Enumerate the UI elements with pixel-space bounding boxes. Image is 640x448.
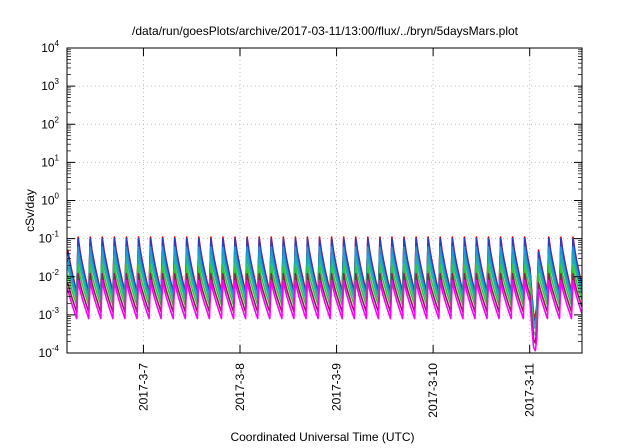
y-tick-label: 101	[41, 153, 59, 169]
series-group	[67, 236, 583, 352]
series-line	[67, 237, 583, 322]
grid	[67, 48, 582, 353]
y-tick-label: 10-3	[39, 306, 60, 322]
y-tick-label: 102	[41, 115, 59, 131]
y-tick-label: 100	[41, 192, 59, 208]
axis-ticks: 104 103 102 101 100 10-1 10-2 10-3 10-4 2017-3-7 2…	[39, 39, 582, 418]
x-axis-label: Coordinated Universal Time (UTC)	[230, 430, 414, 444]
x-tick-label: 2017-3-8	[233, 363, 247, 411]
y-tick-label: 10-4	[39, 344, 60, 360]
plot-frame	[66, 47, 583, 354]
y-tick-label: 103	[41, 77, 59, 93]
x-tick-label: 2017-3-11	[523, 363, 537, 417]
series-line	[67, 255, 583, 330]
x-tick-label: 2017-3-7	[136, 363, 150, 411]
chart-title: /data/run/goesPlots/archive/2017-03-11/1…	[132, 24, 519, 38]
series-line	[67, 272, 583, 344]
y-tick-label: 104	[41, 39, 59, 55]
series-line	[67, 279, 583, 352]
series-line	[67, 264, 583, 336]
series-line	[67, 246, 583, 326]
y-axis-label: cSv/day	[23, 189, 37, 232]
y-tick-label: 10-1	[39, 230, 60, 246]
y-tick-label: 10-2	[39, 268, 60, 284]
x-tick-label: 2017-3-10	[426, 363, 440, 418]
x-tick-label: 2017-3-9	[330, 363, 344, 411]
